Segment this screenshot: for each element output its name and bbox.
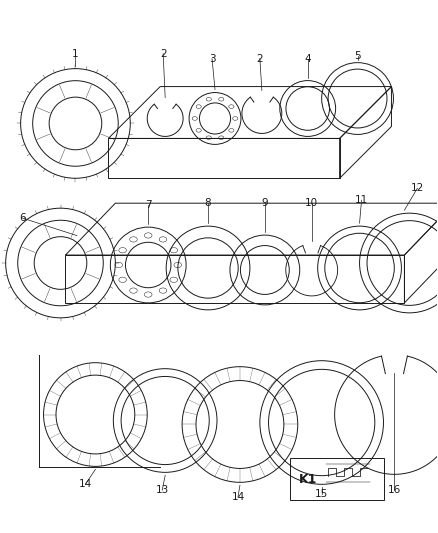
Text: 9: 9	[261, 198, 268, 208]
Text: 3: 3	[209, 54, 215, 63]
Text: 2: 2	[160, 49, 166, 59]
Text: 14: 14	[231, 492, 244, 502]
Text: 14: 14	[79, 479, 92, 489]
Bar	[290, 458, 385, 500]
Text: 5: 5	[354, 51, 361, 61]
Text: 8: 8	[205, 198, 212, 208]
Text: 13: 13	[155, 485, 169, 495]
Text: 6: 6	[19, 213, 26, 223]
Text: 10: 10	[305, 198, 318, 208]
Text: K1: K1	[299, 473, 317, 486]
Text: 16: 16	[388, 485, 401, 495]
Text: 4: 4	[304, 54, 311, 63]
Text: 11: 11	[355, 195, 368, 205]
Text: 1: 1	[72, 49, 79, 59]
Text: 15: 15	[315, 489, 328, 499]
Text: 12: 12	[411, 183, 424, 193]
Text: 7: 7	[145, 200, 152, 210]
Text: 2: 2	[257, 54, 263, 63]
